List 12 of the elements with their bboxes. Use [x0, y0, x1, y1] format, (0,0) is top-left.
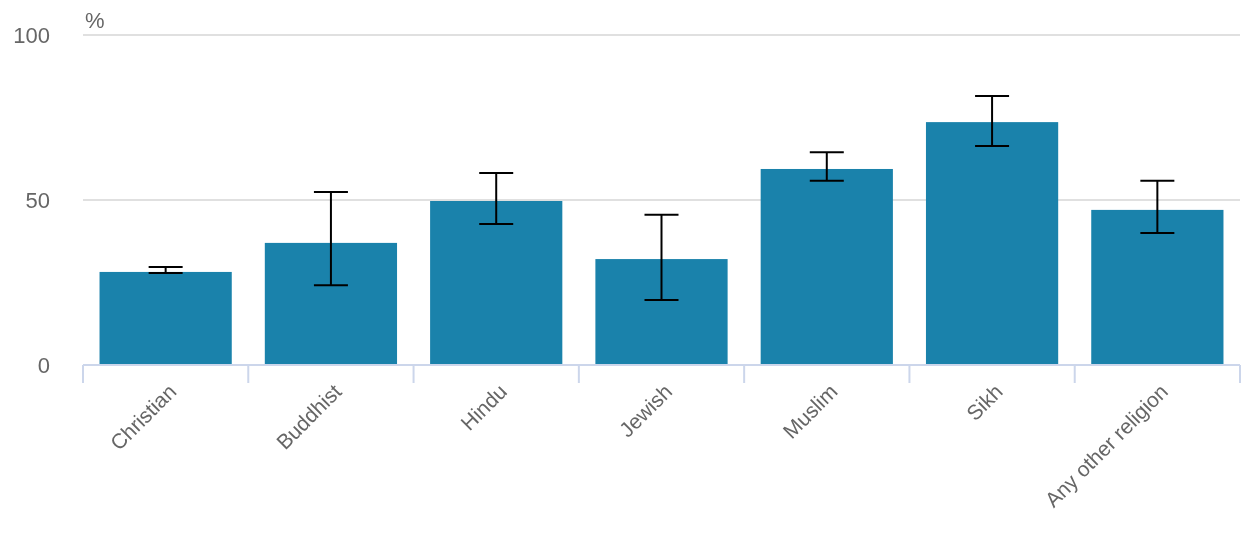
- y-tick-label: 0: [37, 352, 50, 378]
- y-tick-label: 50: [25, 187, 50, 213]
- bar: [264, 242, 398, 365]
- bar: [760, 168, 893, 365]
- y-tick-label: 100: [13, 22, 50, 48]
- bar: [99, 271, 232, 365]
- bar: [430, 200, 563, 365]
- bar: [595, 259, 728, 365]
- y-axis-title: %: [85, 8, 105, 33]
- bar: [1091, 209, 1224, 365]
- bar: [925, 122, 1059, 365]
- x-tick-label: Sikh: [961, 379, 1007, 425]
